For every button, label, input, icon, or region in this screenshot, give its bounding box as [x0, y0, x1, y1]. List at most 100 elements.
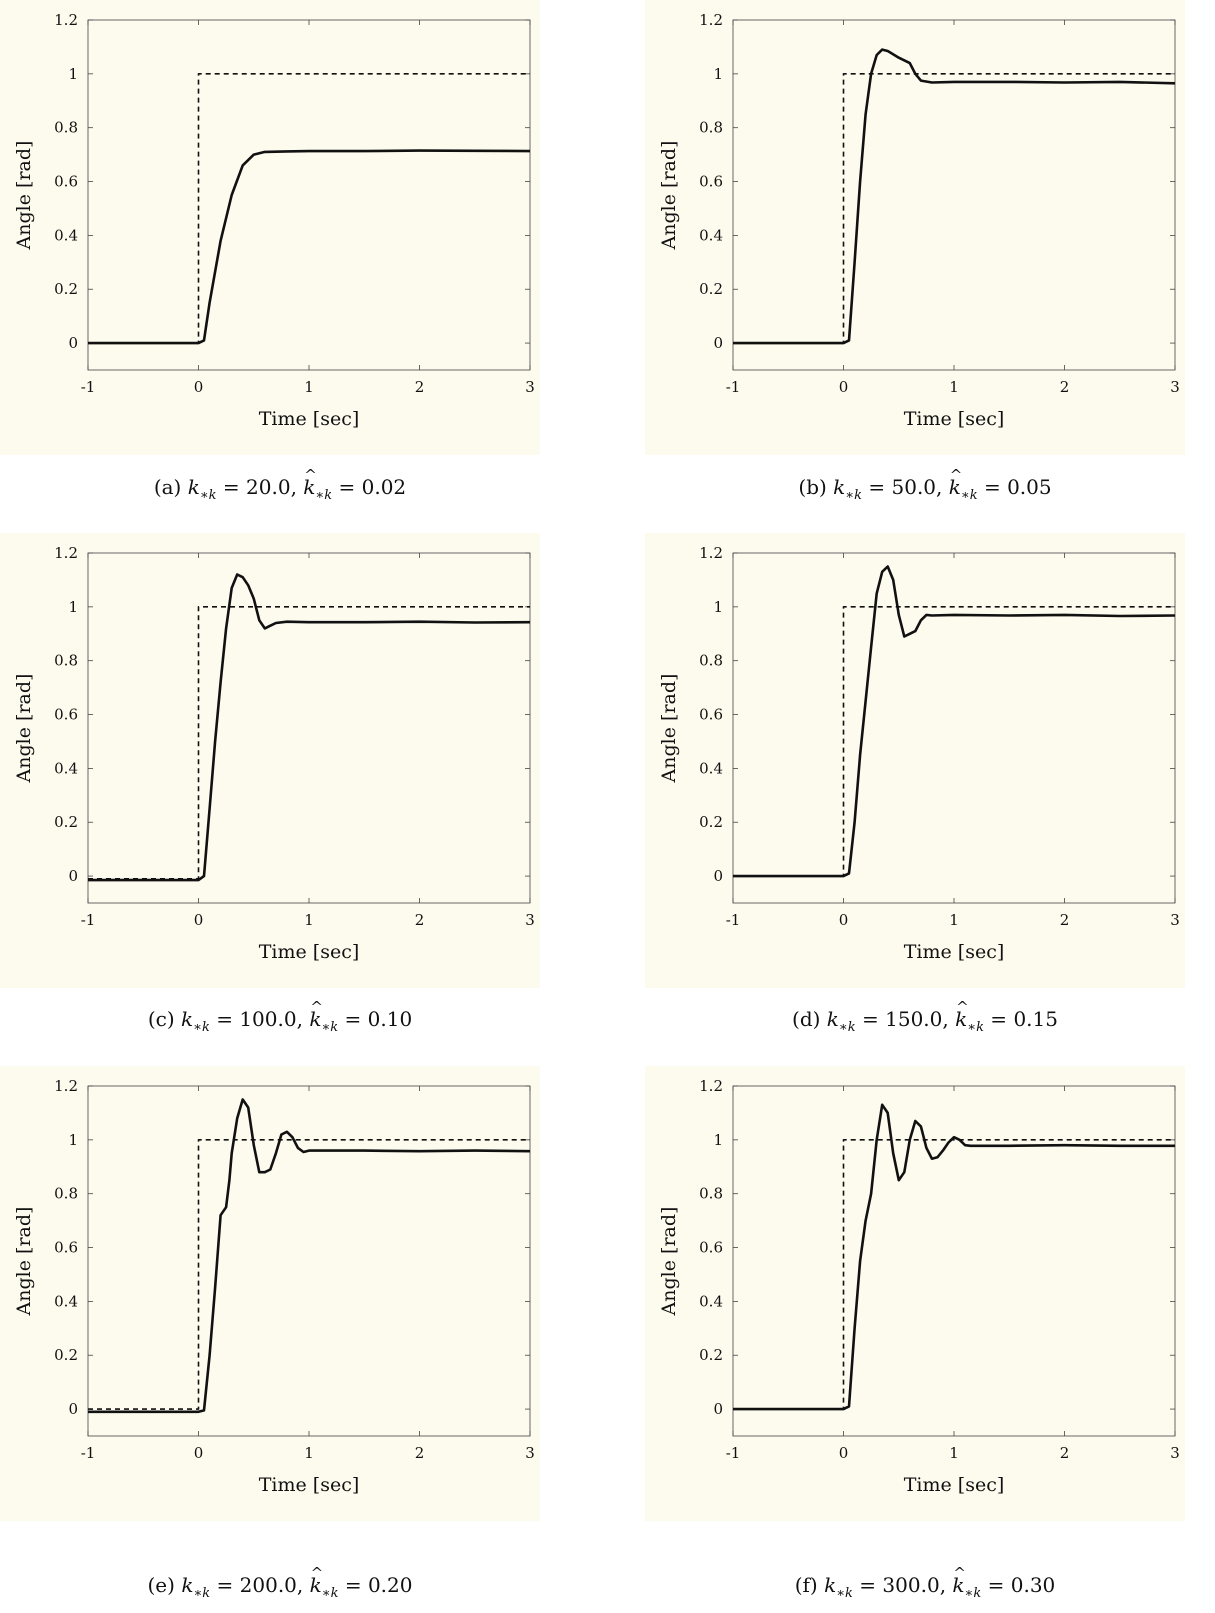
x-axis-label: Time [sec] — [904, 408, 1005, 430]
x-tick-label: 3 — [525, 911, 535, 929]
y-tick-label: 0.8 — [54, 119, 78, 137]
plot-frame — [732, 19, 1176, 371]
chart-panel-e: 0 0.2 0.4 0.6 0.8 1 1.2 -1 0 1 2 3 Time [sec] Angle [… — [0, 1066, 540, 1521]
y-tick-label: 1.2 — [54, 11, 78, 29]
caption-k-value: 150.0 — [885, 1007, 943, 1031]
caption-e: (e) k∗k = 200.0, k ^ ∗k = 0.20 — [147, 1564, 413, 1601]
y-tick-label: 0.6 — [54, 706, 78, 724]
x-axis-label: Time [sec] — [259, 408, 360, 430]
x-tick-label: -1 — [81, 1444, 96, 1462]
y-axis-label: Angle [rad] — [13, 674, 35, 784]
caption-label: (f) — [794, 1573, 818, 1597]
chart-svg: 0 0.2 0.4 0.6 0.8 1 1.2 -1 0 1 2 3 Time [sec] Angle [… — [13, 544, 535, 963]
x-tick-label: 0 — [194, 378, 204, 396]
caption-k-value: 50.0 — [891, 475, 937, 499]
caption-b: (b) k∗k = 50.0, k ^ ∗k = 0.05 — [798, 466, 1052, 503]
x-tick-label: 0 — [839, 378, 849, 396]
y-tick-label: 0.6 — [54, 173, 78, 191]
y-tick-label: 0.6 — [54, 1239, 78, 1257]
x-tick-label: 0 — [194, 911, 204, 929]
y-tick-label: 0.8 — [699, 119, 723, 137]
x-tick-label: 2 — [1060, 911, 1070, 929]
y-axis-label: Angle [rad] — [658, 141, 680, 251]
y-tick-label: 0 — [713, 334, 723, 352]
y-tick-label: 0.2 — [54, 1346, 78, 1364]
y-tick-label: 0 — [68, 334, 78, 352]
chart-panel-c: 0 0.2 0.4 0.6 0.8 1 1.2 -1 0 1 2 3 Time [sec] Angle [… — [0, 533, 540, 988]
chart-panel-a: 0 0.2 0.4 0.6 0.8 1 1.2 -1 0 1 2 3 Time [sec] Angle [… — [0, 0, 540, 455]
y-tick-label: 0.6 — [699, 1239, 723, 1257]
caption-khat-value: 0.15 — [1013, 1007, 1058, 1031]
y-tick-label: 1.2 — [54, 544, 78, 562]
x-tick-label: 2 — [1060, 1444, 1070, 1462]
x-tick-label: -1 — [726, 1444, 741, 1462]
y-axis-label: Angle [rad] — [13, 1207, 35, 1317]
y-tick-label: 0.8 — [699, 1185, 723, 1203]
chart-svg: 0 0.2 0.4 0.6 0.8 1 1.2 -1 0 1 2 3 Time [sec] Angle [… — [13, 11, 535, 430]
response-line — [733, 48, 1176, 345]
reference-step-line — [88, 1139, 530, 1410]
y-tick-label: 0.2 — [54, 280, 78, 298]
caption-k-value: 300.0 — [882, 1573, 940, 1597]
x-tick-label: 1 — [304, 378, 314, 396]
x-tick-label: 3 — [1170, 1444, 1180, 1462]
x-tick-label: 1 — [304, 1444, 314, 1462]
x-tick-label: 2 — [415, 378, 425, 396]
caption-label: (d) — [792, 1007, 821, 1031]
y-tick-label: 1 — [713, 65, 723, 83]
y-tick-label: 1 — [68, 1131, 78, 1149]
y-tick-label: 0.6 — [699, 173, 723, 191]
x-tick-label: 3 — [525, 378, 535, 396]
x-tick-label: 3 — [525, 1444, 535, 1462]
y-axis-label: Angle [rad] — [658, 674, 680, 784]
reference-step-line — [88, 606, 530, 880]
caption-k-value: 100.0 — [239, 1007, 297, 1031]
caption-label: (e) — [147, 1573, 175, 1597]
x-axis-label: Time [sec] — [259, 941, 360, 963]
chart-panel-f: 0 0.2 0.4 0.6 0.8 1 1.2 -1 0 1 2 3 Time [sec] Angle [… — [645, 1066, 1185, 1521]
y-tick-label: 0.4 — [54, 1292, 78, 1310]
response-line — [88, 573, 531, 882]
x-tick-label: 0 — [194, 1444, 204, 1462]
y-tick-label: 1.2 — [54, 1077, 78, 1095]
reference-step-line — [733, 1139, 1175, 1410]
response-line — [733, 565, 1176, 878]
response-line — [88, 1098, 531, 1414]
caption-label: (a) — [153, 475, 182, 499]
x-tick-label: 3 — [1170, 911, 1180, 929]
plot-frame — [87, 1085, 531, 1437]
y-axis-label: Angle [rad] — [13, 141, 35, 251]
x-tick-label: -1 — [81, 911, 96, 929]
y-tick-label: 0.8 — [54, 652, 78, 670]
y-tick-label: 1 — [713, 1131, 723, 1149]
x-axis-label: Time [sec] — [904, 941, 1005, 963]
caption-label: (b) — [798, 475, 827, 499]
y-tick-label: 1.2 — [699, 11, 723, 29]
x-tick-label: -1 — [726, 378, 741, 396]
y-tick-label: 0.8 — [699, 652, 723, 670]
caption-khat-value: 0.10 — [367, 1007, 413, 1031]
caption-khat-value: 0.30 — [1010, 1573, 1056, 1597]
caption-khat-value: 0.20 — [367, 1573, 413, 1597]
x-tick-label: 0 — [839, 1444, 849, 1462]
x-axis-label: Time [sec] — [259, 1474, 360, 1496]
y-tick-label: 0.4 — [699, 759, 723, 777]
plot-frame — [87, 19, 531, 371]
y-tick-label: 0.4 — [699, 1292, 723, 1310]
reference-step-line — [733, 606, 1175, 877]
y-tick-label: 0.4 — [699, 226, 723, 244]
x-tick-label: 0 — [839, 911, 849, 929]
caption-a: (a) k∗k = 20.0, k ^ ∗k = 0.02 — [153, 466, 407, 503]
y-tick-label: 0.2 — [699, 1346, 723, 1364]
y-tick-label: 1 — [68, 598, 78, 616]
x-tick-label: 1 — [949, 911, 959, 929]
y-tick-label: 1.2 — [699, 544, 723, 562]
response-line — [88, 149, 531, 345]
reference-step-line — [733, 73, 1175, 344]
x-tick-label: 1 — [949, 378, 959, 396]
y-tick-label: 0 — [713, 1400, 723, 1418]
caption-k-value: 200.0 — [239, 1573, 297, 1597]
caption-khat-value: 0.05 — [1007, 475, 1052, 499]
chart-svg: 0 0.2 0.4 0.6 0.8 1 1.2 -1 0 1 2 3 Time [sec] Angle [… — [13, 1077, 535, 1496]
y-tick-label: 1.2 — [699, 1077, 723, 1095]
